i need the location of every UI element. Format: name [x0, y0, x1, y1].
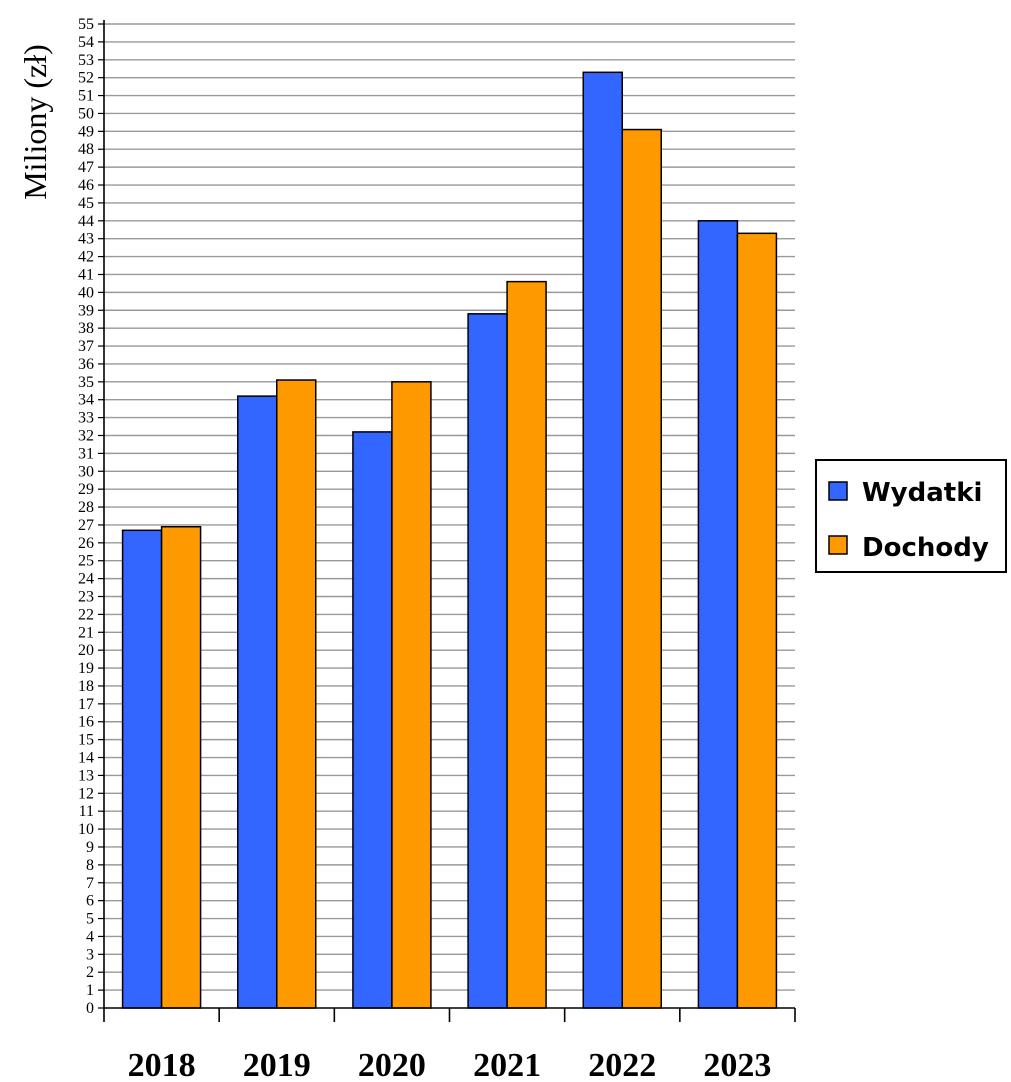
y-tick-label: 40 — [78, 284, 94, 301]
y-tick-label: 1 — [86, 982, 94, 999]
legend: Wydatki Dochody — [815, 459, 1007, 573]
y-tick-label: 44 — [78, 213, 94, 230]
y-tick-label: 28 — [78, 499, 94, 516]
legend-label-dochody: Dochody — [862, 533, 989, 563]
y-tick-label: 47 — [78, 159, 94, 176]
y-tick-label: 27 — [78, 517, 94, 534]
y-tick-label: 2 — [86, 964, 94, 981]
y-tick-label: 22 — [78, 606, 94, 623]
bar-dochody-2021 — [506, 280, 547, 1009]
y-tick-label: 31 — [78, 445, 94, 462]
legend-box — [815, 459, 1007, 573]
x-tick-label: 2022 — [588, 1047, 656, 1082]
x-tick-labels: 2018 2019 2020 2021 2022 2023 — [128, 1047, 772, 1082]
x-tick-label: 2021 — [473, 1047, 541, 1082]
y-tick-label: 9 — [86, 839, 94, 856]
x-tick-label: 2018 — [128, 1047, 196, 1082]
legend-swatch-wydatki — [828, 481, 848, 501]
y-tick-label: 26 — [78, 535, 94, 552]
bar-dochody-2019 — [276, 379, 317, 1009]
y-tick-label: 23 — [78, 589, 94, 606]
y-tick-label: 24 — [78, 571, 94, 588]
y-tick-label: 12 — [78, 785, 94, 802]
bar-wydatki-2022 — [582, 71, 623, 1009]
x-tick-label: 2019 — [243, 1047, 311, 1082]
bar-wydatki-2019 — [237, 395, 278, 1009]
gridlines — [104, 23, 795, 991]
axes — [103, 20, 796, 1022]
y-tick-label: 21 — [78, 624, 94, 641]
y-tick-label: 41 — [78, 266, 94, 283]
x-tick-label: 2020 — [358, 1047, 426, 1082]
y-tick-label: 55 — [78, 16, 94, 33]
y-tick-label: 18 — [78, 678, 94, 695]
y-tick-label: 45 — [78, 195, 94, 212]
bar-wydatki-2018 — [121, 529, 163, 1009]
y-tick-label: 54 — [78, 34, 94, 51]
y-tick-label: 20 — [78, 642, 94, 659]
bar-wydatki-2021 — [467, 313, 508, 1009]
bar-dochody-2018 — [160, 525, 202, 1009]
y-tick-label: 50 — [78, 105, 94, 122]
y-tick-label: 30 — [78, 463, 94, 480]
y-tick-label: 17 — [78, 696, 94, 713]
y-tick-labels: 0123456789101112131415161718192021222324… — [78, 16, 104, 1017]
y-tick-label: 14 — [78, 750, 94, 767]
y-tick-label: 39 — [78, 302, 94, 319]
y-tick-label: 38 — [78, 320, 94, 337]
y-tick-label: 29 — [78, 481, 94, 498]
y-tick-label: 25 — [78, 553, 94, 570]
y-tick-label: 8 — [86, 857, 94, 874]
y-tick-label: 37 — [78, 338, 94, 355]
legend-label-wydatki: Wydatki — [862, 478, 982, 508]
bar-wydatki-2020 — [352, 431, 393, 1009]
y-tick-label: 36 — [78, 356, 94, 373]
y-tick-label: 49 — [78, 123, 94, 140]
y-tick-label: 43 — [78, 231, 94, 248]
y-tick-label: 33 — [78, 410, 94, 427]
legend-swatch-dochody — [828, 535, 848, 555]
bar-dochody-2020 — [391, 381, 432, 1009]
bar-dochody-2022 — [621, 128, 662, 1009]
y-tick-label: 19 — [78, 660, 94, 677]
bar-dochody-2023 — [736, 232, 778, 1009]
y-tick-label: 51 — [78, 88, 94, 105]
y-tick-label: 13 — [78, 767, 94, 784]
y-tick-label: 42 — [78, 249, 94, 266]
y-tick-label: 15 — [78, 732, 94, 749]
y-tick-label: 35 — [78, 374, 94, 391]
y-tick-label: 53 — [78, 52, 94, 69]
bars — [121, 71, 778, 1009]
y-tick-label: 5 — [86, 911, 94, 928]
y-tick-label: 3 — [86, 946, 94, 963]
y-tick-label: 48 — [78, 141, 94, 158]
y-tick-label: 11 — [79, 803, 94, 820]
y-tick-label: 46 — [78, 177, 94, 194]
y-tick-label: 6 — [86, 893, 94, 910]
y-axis-label: Miliony (zł) — [17, 44, 53, 200]
y-tick-label: 32 — [78, 427, 94, 444]
y-tick-label: 10 — [78, 821, 94, 838]
y-tick-label: 4 — [86, 928, 94, 945]
bar-wydatki-2023 — [697, 220, 739, 1009]
y-tick-label: 52 — [78, 70, 94, 87]
x-tick-label: 2023 — [703, 1047, 771, 1082]
y-tick-label: 16 — [78, 714, 94, 731]
y-tick-label: 34 — [78, 392, 94, 409]
y-tick-label: 7 — [86, 875, 94, 892]
y-tick-label: 0 — [86, 1000, 94, 1017]
